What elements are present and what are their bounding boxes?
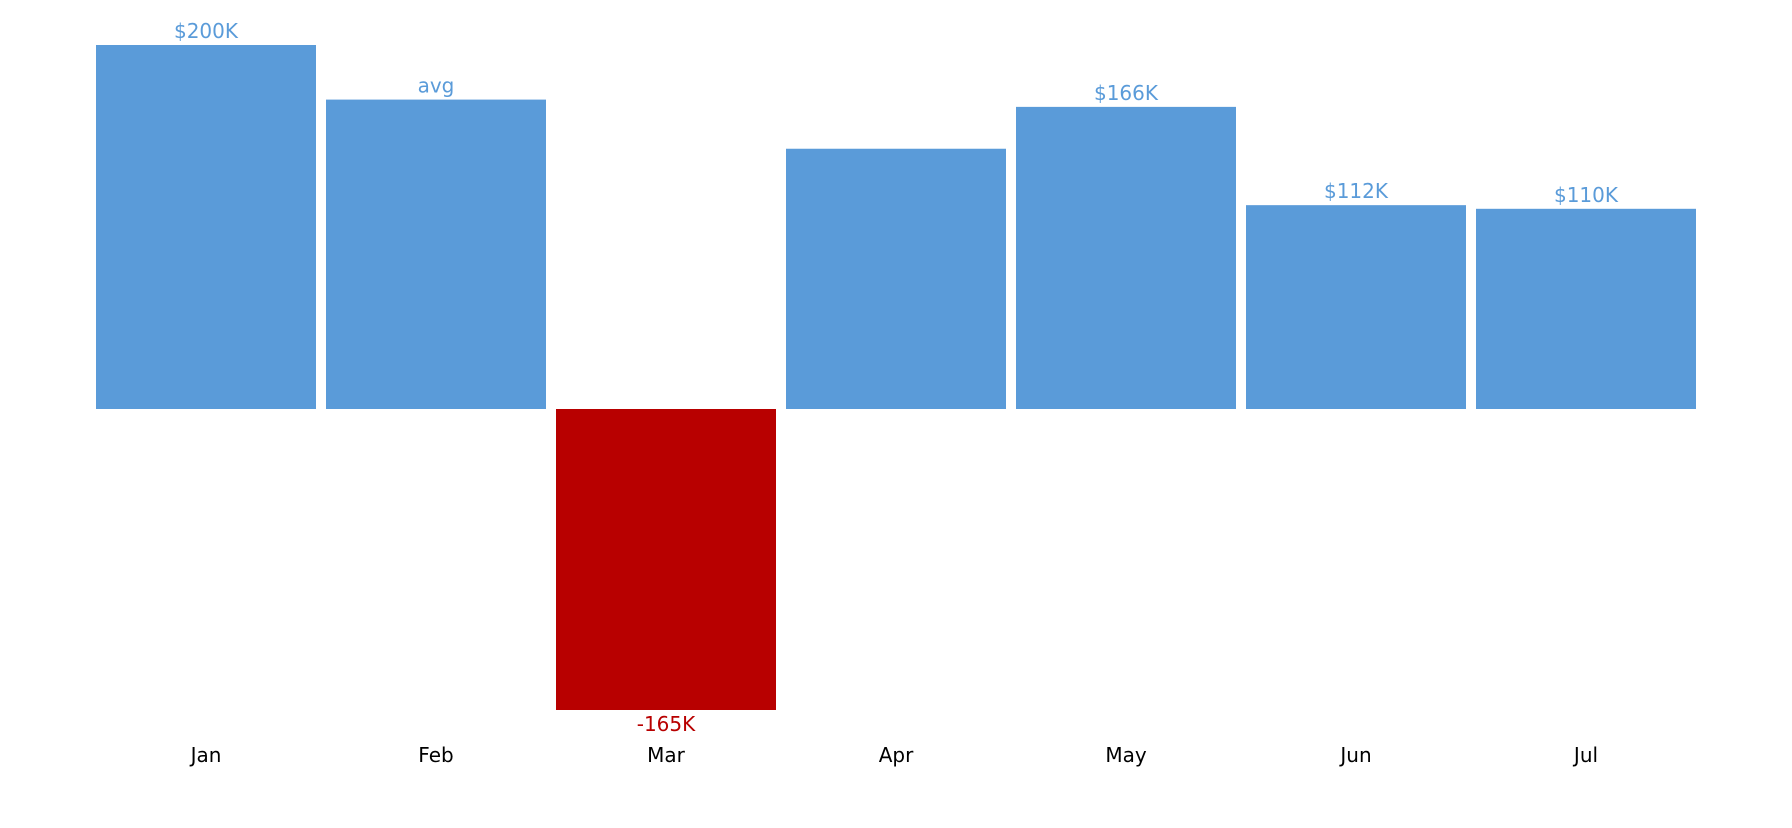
bars-layer	[96, 45, 1696, 710]
x-tick-may: May	[1105, 743, 1147, 767]
bar-jan	[96, 45, 316, 409]
data-label-jul: $110K	[1554, 183, 1619, 207]
data-label-mar: -165K	[637, 712, 696, 736]
x-tick-apr: Apr	[879, 743, 914, 767]
data-labels-layer: $200K avg -165K $166K $112K $110K	[174, 19, 1619, 736]
x-tick-mar: Mar	[647, 743, 686, 767]
x-tick-jun: Jun	[1338, 743, 1371, 767]
x-tick-jan: Jan	[189, 743, 222, 767]
x-axis-ticks: Jan Feb Mar Apr May Jun Jul	[189, 743, 1598, 767]
bar-jul	[1476, 208, 1696, 409]
bar-mar	[556, 409, 776, 710]
bar-apr	[786, 148, 1006, 410]
x-tick-feb: Feb	[418, 743, 453, 767]
bar-may	[1016, 106, 1236, 409]
bar-feb	[326, 99, 546, 409]
data-label-may: $166K	[1094, 81, 1159, 105]
bar-jun	[1246, 205, 1466, 409]
x-tick-jul: Jul	[1572, 743, 1598, 767]
data-label-jan: $200K	[174, 19, 239, 43]
data-label-jun: $112K	[1324, 179, 1389, 203]
data-label-feb: avg	[418, 74, 455, 98]
